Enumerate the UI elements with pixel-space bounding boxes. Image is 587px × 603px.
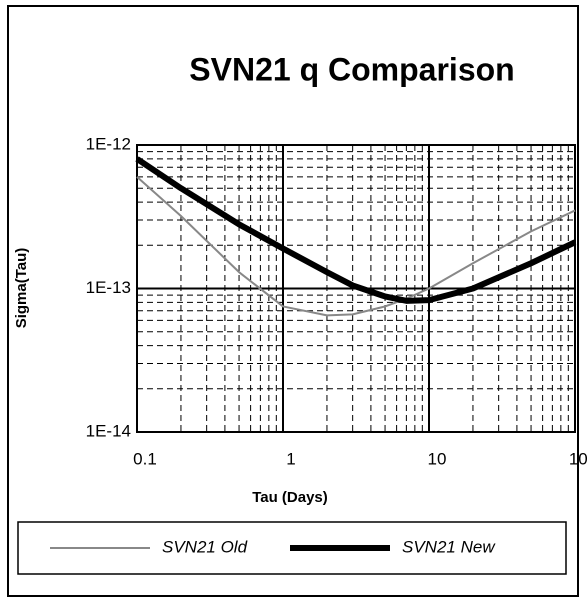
legend-label: SVN21 New: [402, 537, 496, 556]
x-tick-label: 100: [569, 449, 587, 468]
y-tick-label: 1E-14: [86, 421, 131, 440]
legend-label: SVN21 Old: [162, 537, 248, 556]
line-series: [136, 176, 576, 317]
x-tick-label: 10: [428, 449, 447, 468]
chart-title: SVN21 q Comparison: [189, 51, 514, 87]
y-tick-label: 1E-12: [86, 134, 131, 153]
x-axis-label: Tau (Days): [252, 489, 328, 506]
y-axis-label: Sigma(Tau): [13, 248, 30, 329]
line-series: [135, 156, 577, 304]
x-tick-label: 0.1: [133, 449, 157, 468]
legend-box: [17, 521, 567, 575]
frame: [7, 5, 579, 597]
y-tick-label: 1E-13: [86, 278, 131, 297]
plot-border: [136, 144, 576, 433]
x-tick-label: 1: [286, 449, 295, 468]
